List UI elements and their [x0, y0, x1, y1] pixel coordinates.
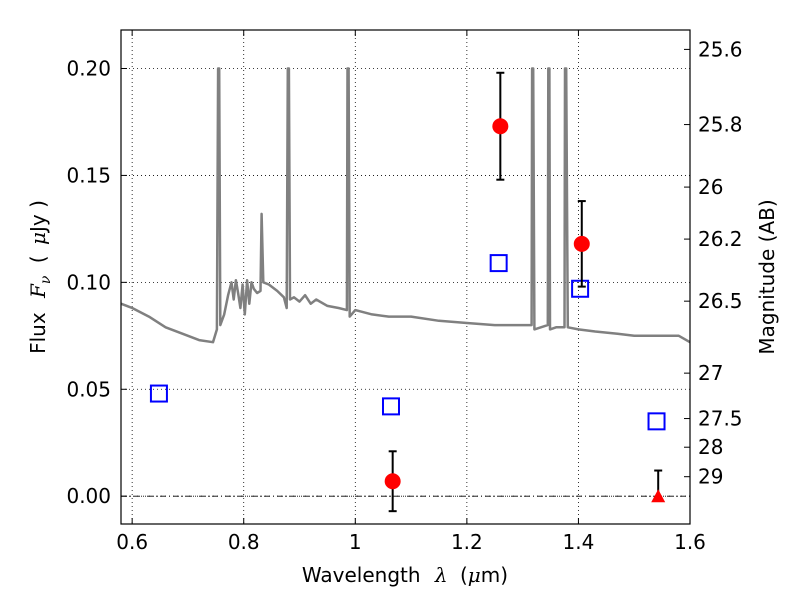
y-axis-label-unit-open: ( — [26, 255, 50, 263]
x-tick-label: 1.6 — [674, 530, 706, 554]
right-tick-label: 27.5 — [698, 407, 743, 431]
y-axis-label-unit-mu: μ — [26, 232, 50, 245]
model-spectrum-line — [120, 67, 691, 344]
ticks: 0.6 0.8 1 1.2 1.4 1.6 0.00 0.05 0.10 0.15 0.20 25.6… — [66, 30, 743, 554]
x-axis-label-symbol: λ — [434, 563, 448, 587]
x-axis-label-text: Wavelength — [302, 563, 421, 587]
y-tick-label: 0.10 — [66, 270, 111, 294]
y-tick-label: 0.00 — [66, 484, 111, 508]
right-tick-label: 25.6 — [698, 37, 743, 61]
observed-point — [384, 473, 401, 490]
right-tick-label: 26.5 — [698, 289, 743, 313]
x-tick-label: 1.4 — [563, 530, 595, 554]
model-spectrum — [120, 67, 691, 344]
y-axis-label-symbol: F — [26, 283, 50, 299]
y-axis-label-unit-rest: Jy ) — [26, 200, 50, 234]
gridlines — [121, 30, 691, 524]
x-axis-label-unit-mu: μ — [468, 563, 481, 587]
right-tick-label: 26.2 — [698, 227, 743, 251]
upper-limit-triangle — [651, 489, 666, 503]
x-tick-label: 1.2 — [451, 530, 483, 554]
plot-frame — [120, 29, 691, 525]
right-tick-label: 29 — [698, 465, 723, 489]
plot-area — [121, 30, 690, 524]
right-tick-label: 26 — [698, 175, 723, 199]
right-tick-label: 25.8 — [698, 113, 743, 137]
observed-point — [492, 118, 509, 135]
x-tick-label: 0.8 — [228, 530, 260, 554]
y-axis-label-symbol-sub: ν — [38, 275, 54, 284]
y-tick-label: 0.05 — [66, 377, 111, 401]
x-axis-label-unit-rest: m) — [481, 563, 508, 587]
x-tick-label: 1 — [349, 530, 362, 554]
x-axis-label-unit-open: ( — [460, 563, 468, 587]
y-tick-label: 0.20 — [66, 56, 111, 80]
observed-point — [573, 235, 590, 252]
x-tick-label: 0.6 — [116, 530, 148, 554]
y-axis-label-text: Flux — [26, 312, 50, 354]
model-photometry — [149, 254, 666, 431]
y-axis-label: Flux Fν ( μJy ) — [26, 200, 55, 354]
model-photometry-square — [571, 279, 590, 298]
right-tick-label: 28 — [698, 435, 723, 459]
model-photometry-square — [489, 254, 508, 273]
observed-points — [384, 71, 666, 513]
model-photometry-square — [647, 412, 666, 431]
y-tick-label: 0.15 — [66, 163, 111, 187]
x-axis-label: Wavelength λ (μm) — [302, 563, 508, 587]
right-axis-label: Magnitude (AB) — [755, 199, 779, 354]
model-photometry-square — [149, 384, 168, 403]
model-photometry-square — [381, 397, 400, 416]
right-tick-label: 27 — [698, 361, 723, 385]
